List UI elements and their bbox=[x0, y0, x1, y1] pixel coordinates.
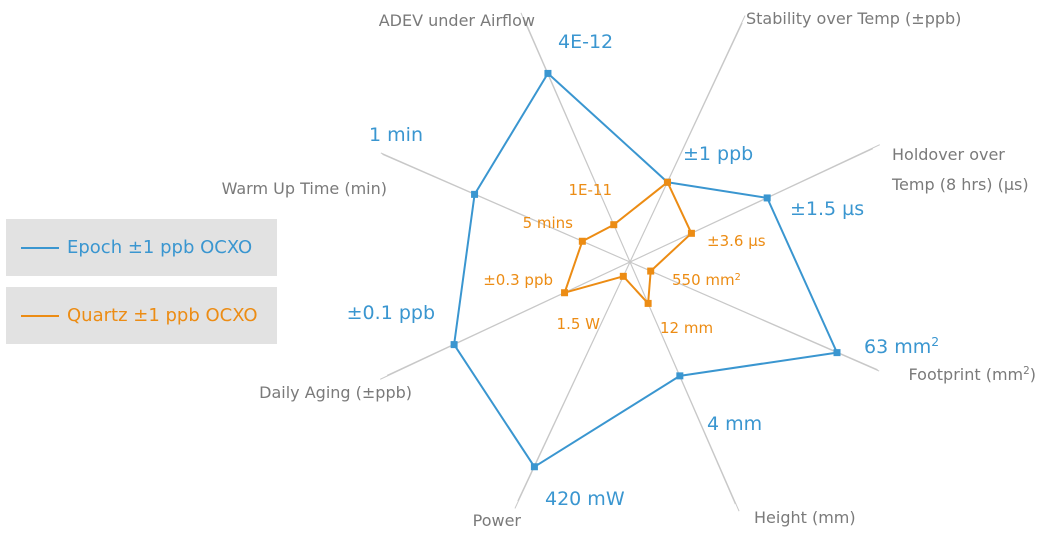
point-quartz-power bbox=[619, 272, 627, 280]
point-epoch-height bbox=[676, 372, 684, 380]
value-label-quartz-adev: 1E-11 bbox=[568, 181, 612, 199]
point-quartz-holdover bbox=[687, 229, 695, 237]
legend-swatch-quartz bbox=[21, 314, 59, 317]
value-label-quartz-holdover: ±3.6 µs bbox=[707, 232, 766, 250]
legend-item-quartz[interactable]: Quartz ±1 ppb OCXO bbox=[6, 287, 277, 344]
value-label-epoch-holdover: ±1.5 µs bbox=[790, 198, 864, 220]
value-label-epoch-footprint: 63 mm2 bbox=[864, 335, 939, 358]
point-epoch-holdover bbox=[763, 194, 771, 202]
legend-label-epoch: Epoch ±1 ppb OCXO bbox=[67, 237, 253, 258]
point-quartz-footprint bbox=[647, 267, 655, 275]
radar-spokes bbox=[380, 12, 880, 512]
value-label-quartz-aging: ±0.3 ppb bbox=[483, 271, 553, 289]
value-label-epoch-adev: 4E-12 bbox=[558, 31, 613, 53]
axis-label-adev: ADEV under Airflow bbox=[379, 11, 535, 30]
axis-label-holdover-line-1: Holdover over bbox=[892, 145, 1005, 164]
value-label-epoch-height: 4 mm bbox=[707, 413, 762, 435]
legend-item-epoch[interactable]: Epoch ±1 ppb OCXO bbox=[6, 219, 277, 276]
point-quartz-aging bbox=[561, 289, 569, 297]
point-epoch-aging bbox=[450, 341, 458, 349]
point-quartz-warmup bbox=[578, 237, 586, 245]
value-label-epoch-warmup: 1 min bbox=[369, 124, 423, 146]
point-epoch-adev bbox=[544, 69, 552, 77]
point-quartz-stability bbox=[663, 178, 671, 186]
point-epoch-footprint bbox=[833, 349, 841, 357]
axis-label-stability: Stability over Temp (±ppb) bbox=[746, 9, 961, 28]
axis-label-height: Height (mm) bbox=[754, 508, 856, 527]
axis-labels: ADEV under Airflow Stability over Temp (±… bbox=[222, 9, 1036, 530]
value-labels: 4E-12 ±1 ppb ±1.5 µs 63 mm2 4 mm 420 mW ±0.1 p… bbox=[347, 31, 939, 510]
axis-label-power: Power bbox=[473, 511, 522, 530]
axis-label-warmup: Warm Up Time (min) bbox=[222, 179, 387, 198]
series-layer bbox=[450, 69, 841, 471]
legend-label-quartz: Quartz ±1 ppb OCXO bbox=[67, 305, 258, 326]
point-quartz-adev bbox=[610, 221, 618, 229]
value-label-quartz-warmup: 5 mins bbox=[523, 214, 574, 232]
value-label-quartz-power: 1.5 W bbox=[557, 315, 601, 333]
point-epoch-power bbox=[530, 463, 538, 471]
legend-swatch-epoch bbox=[21, 246, 59, 249]
axis-label-aging: Daily Aging (±ppb) bbox=[259, 383, 412, 402]
value-label-quartz-footprint: 550 mm2 bbox=[672, 271, 741, 289]
point-epoch-warmup bbox=[471, 190, 479, 198]
point-quartz-height bbox=[644, 299, 652, 307]
value-label-epoch-power: 420 mW bbox=[545, 488, 625, 510]
value-label-epoch-stability: ±1 ppb bbox=[683, 143, 753, 165]
axis-label-footprint: Footprint (mm2) bbox=[909, 365, 1036, 384]
value-label-quartz-height: 12 mm bbox=[660, 319, 713, 337]
axis-label-holdover-line-2: Temp (8 hrs) (µs) bbox=[891, 175, 1029, 194]
spoke-warmup bbox=[382, 153, 878, 371]
value-label-epoch-aging: ±0.1 ppb bbox=[347, 302, 435, 324]
